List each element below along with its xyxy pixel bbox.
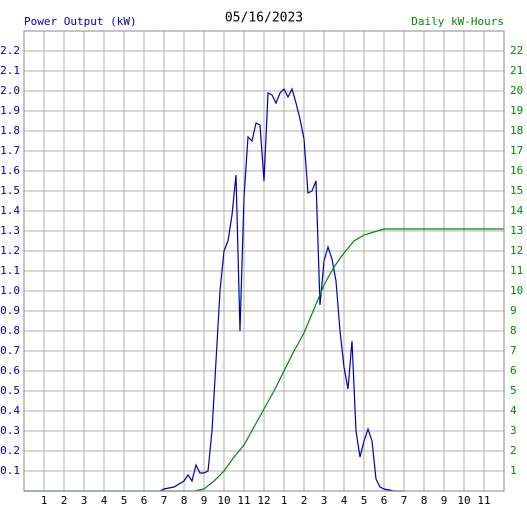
y-tick-label: 1.9	[0, 104, 20, 117]
y-tick-label: 1.5	[0, 184, 20, 197]
y-tick-label: 1.6	[0, 164, 20, 177]
y2-tick-label: 9	[510, 304, 517, 317]
x-tick-label: 6	[381, 494, 388, 507]
y-tick-label: 1.1	[0, 264, 20, 277]
x-tick-label: 9	[201, 494, 208, 507]
y-tick-label: 0.9	[0, 304, 20, 317]
x-tick-label: 4	[101, 494, 108, 507]
x-tick-label: 2	[61, 494, 68, 507]
y2-tick-label: 17	[510, 144, 523, 157]
y2-tick-label: 19	[510, 104, 523, 117]
y2-tick-label: 18	[510, 124, 523, 137]
y-tick-label: 2.2	[0, 44, 20, 57]
x-tick-label: 8	[181, 494, 188, 507]
y-tick-label: 1.2	[0, 244, 20, 257]
y-tick-label: 0.2	[0, 444, 20, 457]
y2-tick-label: 12	[510, 244, 523, 257]
y-tick-label: 0.7	[0, 344, 20, 357]
y2-tick-label: 14	[510, 204, 524, 217]
y-tick-label: 2.1	[0, 64, 20, 77]
x-tick-label: 1	[281, 494, 288, 507]
y-tick-label: 1.3	[0, 224, 20, 237]
y-tick-label: 1.7	[0, 144, 20, 157]
plot-border	[23, 30, 505, 492]
x-tick-label: 3	[81, 494, 88, 507]
y-tick-label: 1.4	[0, 204, 20, 217]
x-tick-label: 7	[401, 494, 408, 507]
y2-tick-label: 13	[510, 224, 523, 237]
x-tick-label: 12	[257, 494, 270, 507]
y2-tick-label: 21	[510, 64, 523, 77]
x-tick-label: 10	[457, 494, 470, 507]
y2-tick-label: 22	[510, 44, 523, 57]
y-tick-label: 0.3	[0, 424, 20, 437]
y-tick-label: 0.8	[0, 324, 20, 337]
x-tick-label: 11	[477, 494, 490, 507]
y-tick-label: 0.4	[0, 404, 20, 417]
x-tick-label: 2	[301, 494, 308, 507]
x-tick-label: 8	[421, 494, 428, 507]
y2-tick-label: 10	[510, 284, 523, 297]
y2-tick-label: 8	[510, 324, 517, 337]
chart-title: 05/16/2023	[225, 11, 303, 26]
x-tick-label: 7	[161, 494, 168, 507]
y-tick-label: 1.8	[0, 124, 20, 137]
series-line	[24, 228, 504, 492]
y2-tick-label: 11	[510, 264, 523, 277]
series-line	[159, 87, 404, 492]
y2-axis-label: Daily kW-Hours	[411, 15, 504, 28]
y2-tick-label: 7	[510, 344, 517, 357]
y2-tick-label: 15	[510, 184, 523, 197]
y-tick-label: 0.1	[0, 464, 20, 477]
y-tick-label: 0.5	[0, 384, 20, 397]
y-tick-label: 2.0	[0, 84, 20, 97]
y2-tick-label: 16	[510, 164, 523, 177]
y-tick-label: 0.6	[0, 364, 20, 377]
x-tick-label: 5	[121, 494, 128, 507]
y2-tick-label: 20	[510, 84, 523, 97]
y-axis-label: Power Output (kW)	[24, 15, 137, 28]
x-tick-label: 5	[361, 494, 368, 507]
x-tick-label: 10	[217, 494, 230, 507]
x-tick-label: 1	[41, 494, 48, 507]
y2-tick-label: 4	[510, 404, 517, 417]
y2-tick-label: 6	[510, 364, 517, 377]
x-tick-label: 4	[341, 494, 348, 507]
y2-tick-label: 1	[510, 464, 517, 477]
y2-tick-label: 3	[510, 424, 517, 437]
y2-tick-label: 5	[510, 384, 517, 397]
x-tick-label: 6	[141, 494, 148, 507]
x-tick-label: 11	[237, 494, 250, 507]
x-tick-label: 3	[321, 494, 328, 507]
x-tick-label: 9	[441, 494, 448, 507]
y2-tick-label: 2	[510, 444, 517, 457]
y-tick-label: 1.0	[0, 284, 20, 297]
